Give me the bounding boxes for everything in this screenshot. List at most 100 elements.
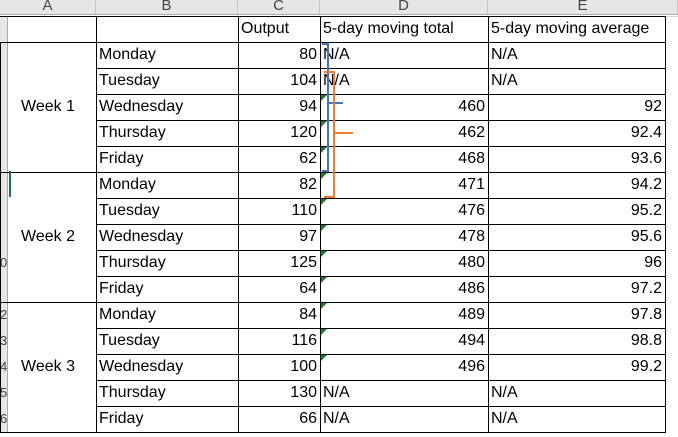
day-cell[interactable]: Thursday bbox=[99, 124, 166, 141]
error-indicator-icon bbox=[321, 95, 327, 101]
day-cell[interactable]: Tuesday bbox=[99, 72, 160, 89]
row-header-label: 0 bbox=[0, 250, 8, 276]
moving-total-cell[interactable]: 494 bbox=[458, 332, 485, 349]
cell-border bbox=[96, 146, 666, 147]
day-cell[interactable]: Wednesday bbox=[99, 228, 184, 245]
header-output[interactable]: Output bbox=[241, 20, 290, 37]
week-label[interactable]: Week 1 bbox=[21, 98, 75, 115]
error-indicator-icon bbox=[321, 355, 327, 361]
day-cell[interactable]: Friday bbox=[99, 280, 144, 297]
header-moving-total[interactable]: 5-day moving total bbox=[323, 20, 454, 37]
moving-total-cell[interactable]: 486 bbox=[458, 280, 485, 297]
column-header-b[interactable]: B bbox=[96, 0, 238, 14]
moving-average-cell[interactable]: 98.8 bbox=[630, 332, 662, 349]
day-cell[interactable]: Friday bbox=[99, 410, 144, 427]
moving-average-cell[interactable]: N/A bbox=[491, 410, 518, 427]
moving-average-cell[interactable]: 95.2 bbox=[630, 202, 662, 219]
column-header-c[interactable]: C bbox=[238, 0, 320, 14]
moving-total-cell[interactable]: 460 bbox=[458, 98, 485, 115]
moving-average-cell[interactable]: N/A bbox=[491, 46, 518, 63]
moving-total-cell[interactable]: 478 bbox=[458, 228, 485, 245]
row-header-label bbox=[0, 120, 8, 146]
row-header-label: 5 bbox=[0, 380, 8, 406]
day-cell[interactable]: Wednesday bbox=[99, 358, 184, 375]
cell-border bbox=[0, 42, 666, 43]
moving-average-cell[interactable]: N/A bbox=[491, 72, 518, 89]
moving-total-cell[interactable]: 476 bbox=[458, 202, 485, 219]
cell-border bbox=[0, 16, 666, 17]
error-indicator-icon bbox=[321, 199, 327, 205]
output-cell[interactable]: 110 bbox=[291, 202, 317, 219]
cell-border bbox=[96, 380, 666, 381]
week-label[interactable]: Week 3 bbox=[21, 358, 75, 375]
output-cell[interactable]: 82 bbox=[299, 176, 317, 193]
moving-total-cell[interactable]: 496 bbox=[458, 358, 485, 375]
column-header-a[interactable]: A bbox=[0, 0, 96, 14]
row-selection-marker bbox=[9, 171, 11, 197]
day-cell[interactable]: Wednesday bbox=[99, 98, 184, 115]
output-cell[interactable]: 80 bbox=[299, 46, 317, 63]
output-cell[interactable]: 66 bbox=[299, 410, 317, 427]
moving-total-cell[interactable]: N/A bbox=[323, 72, 350, 89]
moving-total-cell[interactable]: 468 bbox=[458, 150, 485, 167]
error-indicator-icon bbox=[321, 277, 327, 283]
day-cell[interactable]: Tuesday bbox=[99, 202, 160, 219]
moving-average-cell[interactable]: 96 bbox=[644, 254, 662, 271]
row-header-label bbox=[0, 146, 8, 172]
day-cell[interactable]: Friday bbox=[99, 150, 144, 167]
output-cell[interactable]: 94 bbox=[299, 98, 317, 115]
row-header-label bbox=[0, 94, 8, 120]
header-moving-average[interactable]: 5-day moving average bbox=[491, 20, 650, 37]
row-header[interactable] bbox=[0, 16, 8, 42]
moving-total-cell[interactable]: 480 bbox=[458, 254, 485, 271]
output-cell[interactable]: 100 bbox=[290, 358, 317, 375]
cell-border bbox=[488, 16, 489, 433]
day-cell[interactable]: Monday bbox=[99, 46, 156, 63]
cell-border bbox=[96, 120, 666, 121]
output-cell[interactable]: 62 bbox=[299, 150, 317, 167]
output-cell[interactable]: 104 bbox=[290, 72, 317, 89]
day-cell[interactable]: Thursday bbox=[99, 384, 166, 401]
output-cell[interactable]: 130 bbox=[290, 384, 317, 401]
moving-average-cell[interactable]: 95.6 bbox=[630, 228, 662, 245]
column-header-d[interactable]: D bbox=[320, 0, 488, 14]
moving-average-cell[interactable]: 97.2 bbox=[630, 280, 662, 297]
moving-total-cell[interactable]: N/A bbox=[323, 384, 350, 401]
cell-border bbox=[96, 354, 666, 355]
output-cell[interactable]: 84 bbox=[299, 306, 317, 323]
moving-average-cell[interactable]: 99.2 bbox=[630, 358, 662, 375]
moving-total-cell[interactable]: N/A bbox=[323, 410, 350, 427]
moving-average-cell[interactable]: N/A bbox=[491, 384, 518, 401]
day-cell[interactable]: Monday bbox=[99, 176, 156, 193]
moving-total-cell[interactable]: 489 bbox=[458, 306, 485, 323]
output-cell[interactable]: 97 bbox=[299, 228, 317, 245]
output-cell[interactable]: 120 bbox=[290, 124, 317, 141]
moving-total-cell[interactable]: N/A bbox=[323, 46, 350, 63]
moving-total-cell[interactable]: 471 bbox=[458, 176, 485, 193]
output-cell[interactable]: 125 bbox=[290, 254, 317, 271]
moving-average-cell[interactable]: 92.4 bbox=[630, 124, 662, 141]
day-cell[interactable]: Monday bbox=[99, 306, 156, 323]
output-cell[interactable]: 116 bbox=[291, 332, 317, 349]
moving-average-cell[interactable]: 93.6 bbox=[630, 150, 662, 167]
row-header-label bbox=[0, 172, 8, 198]
week-label[interactable]: Week 2 bbox=[21, 228, 75, 245]
cell-border bbox=[96, 328, 666, 329]
moving-total-cell[interactable]: 462 bbox=[458, 124, 485, 141]
row-header-label bbox=[0, 68, 8, 94]
row-header-label bbox=[0, 224, 8, 250]
cell-border bbox=[96, 198, 666, 199]
moving-average-cell[interactable]: 94.2 bbox=[630, 176, 662, 193]
window-bracket-blue bbox=[322, 43, 343, 172]
moving-average-cell[interactable]: 92 bbox=[644, 98, 662, 115]
day-cell[interactable]: Tuesday bbox=[99, 332, 160, 349]
output-cell[interactable]: 64 bbox=[299, 280, 317, 297]
moving-average-cell[interactable]: 97.8 bbox=[630, 306, 662, 323]
row-header-label: 2 bbox=[0, 302, 8, 328]
error-indicator-icon bbox=[321, 303, 327, 309]
cell-border bbox=[96, 406, 666, 407]
cell-border bbox=[238, 16, 239, 433]
cell-border bbox=[0, 432, 666, 433]
day-cell[interactable]: Thursday bbox=[99, 254, 166, 271]
